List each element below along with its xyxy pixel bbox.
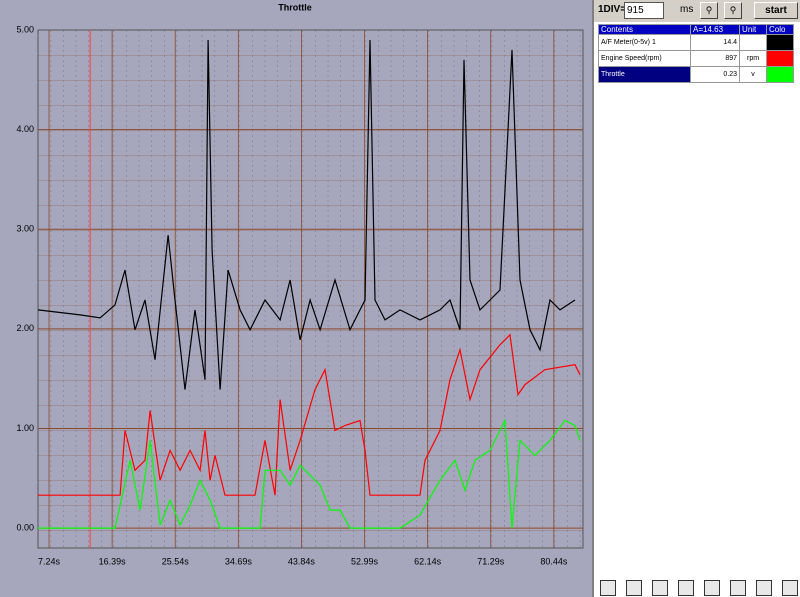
channel-name: Throttle bbox=[598, 66, 691, 83]
y-tick-label: 1.00 bbox=[16, 423, 34, 433]
open[interactable] bbox=[600, 580, 616, 596]
layout[interactable] bbox=[782, 580, 798, 596]
chart: Throttle 0.00 1.00 2.00 3.00 4.00 5.00 7.24s 16… bbox=[0, 0, 592, 597]
grid-toggle[interactable] bbox=[730, 580, 746, 596]
header-cell: Contents bbox=[598, 24, 691, 35]
channel-name: Engine Speed(rpm) bbox=[598, 50, 691, 67]
table-row[interactable]: A/F Meter(0-5v) 1 14.4 bbox=[598, 34, 794, 51]
y-tick-label: 5.00 bbox=[16, 24, 34, 34]
channel-name: A/F Meter(0-5v) 1 bbox=[598, 34, 691, 51]
series-line bbox=[37, 39, 576, 390]
x-tick-label: 80.44s bbox=[540, 556, 568, 566]
channel-table: Contents A=14.63 Unit Colo A/F Meter(0-5v) … bbox=[598, 24, 794, 83]
y-tick-label: 4.00 bbox=[16, 124, 34, 134]
table-row[interactable]: Engine Speed(rpm) 897 rpm bbox=[598, 50, 794, 67]
chart-title: Throttle bbox=[278, 2, 312, 12]
channel-color bbox=[766, 50, 794, 67]
zoom-in[interactable]: ⚲ bbox=[700, 2, 718, 19]
channel-color bbox=[766, 34, 794, 51]
bottom-tools bbox=[600, 580, 798, 596]
div-label: 1DIV= bbox=[598, 4, 627, 15]
x-tick-label: 7.24s bbox=[38, 556, 61, 566]
zoom-out[interactable]: ⚲ bbox=[724, 2, 742, 19]
div-input[interactable]: 915 bbox=[624, 2, 664, 19]
div-unit: ms bbox=[680, 4, 694, 15]
start-button[interactable]: start bbox=[754, 2, 798, 19]
toolbar: 1DIV= 915 ms ⚲ ⚲ start bbox=[594, 0, 800, 22]
channel-unit: v bbox=[739, 66, 767, 83]
x-tick-label: 71.29s bbox=[477, 556, 505, 566]
y-tick-label: 3.00 bbox=[16, 224, 34, 234]
header-cell: Colo bbox=[766, 24, 794, 35]
header-cell: A=14.63 bbox=[689, 24, 741, 35]
x-tick-label: 43.84s bbox=[288, 556, 316, 566]
x-tick-label: 34.69s bbox=[225, 556, 253, 566]
print-preview[interactable] bbox=[678, 580, 694, 596]
channel-color bbox=[766, 66, 794, 83]
capture[interactable] bbox=[704, 580, 720, 596]
save[interactable] bbox=[626, 580, 642, 596]
channel-unit: rpm bbox=[739, 50, 767, 67]
view[interactable] bbox=[756, 580, 772, 596]
channel-value: 897 bbox=[689, 50, 741, 67]
minor-grid bbox=[38, 30, 583, 548]
table-header: Contents A=14.63 Unit Colo bbox=[598, 24, 794, 35]
plot-frame bbox=[37, 29, 584, 549]
channel-value: 0.23 bbox=[689, 66, 741, 83]
x-tick-label: 25.54s bbox=[162, 556, 190, 566]
side-panel: 1DIV= 915 ms ⚲ ⚲ start Contents A=14.63 Un… bbox=[592, 0, 800, 597]
x-tick-label: 16.39s bbox=[99, 556, 127, 566]
series-line bbox=[38, 418, 581, 529]
header-cell: Unit bbox=[739, 24, 767, 35]
channel-value: 14.4 bbox=[689, 34, 741, 51]
y-tick-label: 0.00 bbox=[16, 522, 34, 532]
y-tick-label: 2.00 bbox=[16, 323, 34, 333]
x-tick-label: 52.99s bbox=[351, 556, 379, 566]
print[interactable] bbox=[652, 580, 668, 596]
table-row[interactable]: Throttle 0.23 v bbox=[598, 66, 794, 83]
series-line bbox=[38, 333, 581, 496]
x-tick-label: 62.14s bbox=[414, 556, 442, 566]
channel-unit bbox=[739, 34, 767, 51]
